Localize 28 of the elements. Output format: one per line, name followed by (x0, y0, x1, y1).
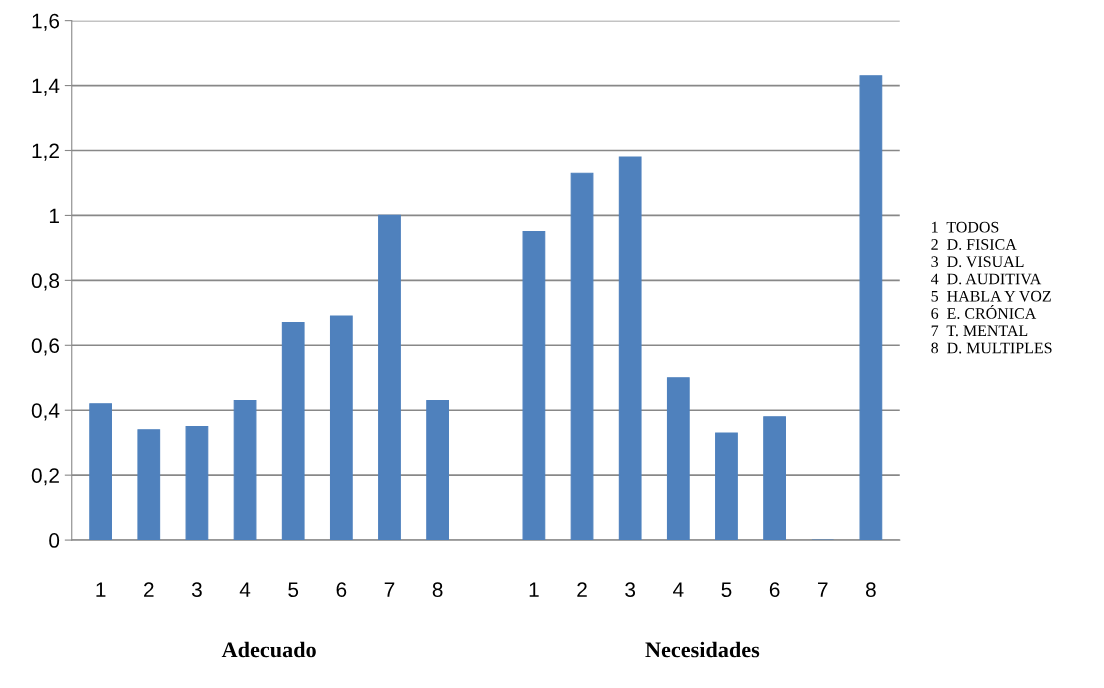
x-tick-label: 6 (769, 582, 780, 598)
x-tick-label: 7 (384, 582, 395, 597)
y-tick-label: 1 (49, 208, 59, 223)
x-tick-label: 7 (818, 582, 828, 597)
x-tick-label: 5 (721, 582, 732, 598)
x-tick-label: 8 (432, 582, 443, 598)
y-tick-label: 0,6 (31, 338, 60, 356)
y-tick-label: 1,4 (32, 78, 60, 96)
text: Adecuado (221, 641, 316, 658)
y-tick-label: 1,2 (32, 143, 59, 161)
x-tick-label: 8 (865, 582, 876, 598)
x-tick-label: 6 (336, 582, 347, 598)
x-tick-label: 1 (96, 582, 106, 597)
x-tick-label: 2 (577, 582, 587, 597)
y-tick-label: 0,4 (31, 403, 60, 421)
y-tick-label: 0,2 (31, 468, 59, 486)
x-tick-label: 2 (144, 582, 154, 597)
x-tick-label: 4 (239, 582, 251, 597)
text: Necesidades (645, 641, 760, 658)
y-tick-label: 1,6 (32, 13, 60, 31)
x-tick-label: 3 (625, 582, 636, 598)
y-tick-label: 0,8 (31, 273, 60, 291)
y-tick-label: 0 (49, 533, 60, 548)
x-tick-label: 5 (288, 582, 299, 598)
x-tick-label: 4 (673, 582, 684, 597)
x-tick-label: 1 (529, 582, 539, 597)
text: 1 TODOS 2 D. FISICA 3 D. VISUAL 4 D. AUDITIVA 5 HABLA Y VOZ 6 E. CRÓNICA 7 T. MENTAL 8 D. MULTIPLES (930, 221, 1052, 354)
x-tick-label: 3 (191, 582, 202, 598)
